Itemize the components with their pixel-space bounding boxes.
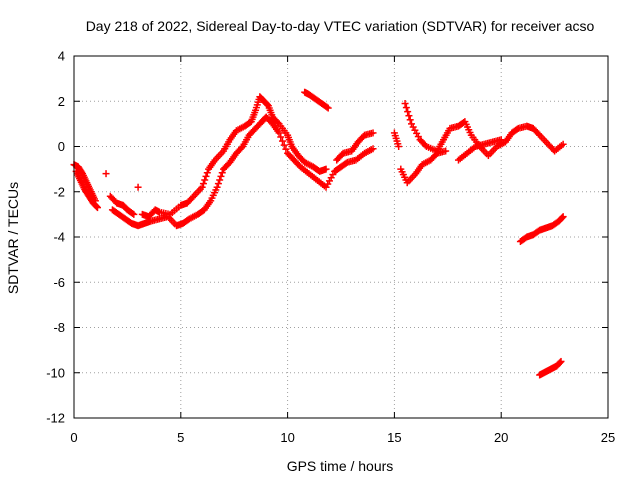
x-tick-label: 10	[280, 430, 294, 445]
data-point	[369, 129, 377, 137]
data-point	[214, 180, 222, 188]
data-point	[102, 170, 110, 178]
data-point	[322, 165, 330, 173]
y-tick-label: -8	[53, 320, 65, 335]
y-tick-label: -6	[53, 275, 65, 290]
data-point	[556, 358, 564, 366]
data-point	[93, 204, 101, 212]
data-point	[274, 119, 282, 127]
grid	[74, 56, 608, 418]
data-point	[198, 183, 206, 191]
data-point	[275, 129, 283, 137]
y-tick-label: 2	[58, 94, 65, 109]
data-point	[401, 100, 409, 108]
data-point	[202, 172, 210, 180]
data-point	[558, 214, 566, 222]
data-point	[323, 103, 331, 111]
data-point	[129, 209, 137, 217]
data-point	[199, 180, 207, 188]
data-point	[277, 133, 285, 141]
data-point	[559, 213, 567, 221]
data-point	[237, 144, 245, 152]
y-tick-label: 4	[58, 49, 65, 64]
data-point	[280, 141, 288, 149]
data-point	[406, 116, 414, 124]
data-point	[369, 145, 377, 153]
x-tick-label: 20	[494, 430, 508, 445]
plot-frame	[73, 55, 609, 419]
data-point	[130, 210, 138, 218]
y-tick-label: -2	[53, 184, 65, 199]
data-point	[201, 176, 209, 184]
data-point	[217, 172, 225, 180]
data-point	[218, 169, 226, 177]
y-tick-label: 0	[58, 139, 65, 154]
y-tick-label: -4	[53, 230, 65, 245]
data-point	[402, 104, 410, 112]
data-point	[324, 104, 332, 112]
chart-title: Day 218 of 2022, Sidereal Day-to-day VTE…	[86, 18, 595, 34]
data-point	[213, 183, 221, 191]
x-tick-label: 0	[70, 430, 77, 445]
data-point	[497, 136, 505, 144]
x-tick-label: 15	[387, 430, 401, 445]
data-points	[70, 88, 567, 379]
data-point	[405, 112, 413, 120]
data-point	[282, 145, 290, 153]
x-tick-label: 25	[601, 430, 615, 445]
data-point	[559, 140, 567, 148]
data-point	[557, 357, 565, 365]
x-tick-label: 5	[177, 430, 184, 445]
data-point	[203, 169, 211, 177]
ticks: 0 5 10 15 20 25 -12 -10 -8 -6 -4 -2 0 2 4	[46, 49, 615, 446]
data-point	[404, 108, 412, 116]
data-point	[93, 203, 101, 211]
y-tick-label: -10	[46, 365, 65, 380]
data-point	[216, 176, 224, 184]
y-axis-label: SDTVAR / TECUs	[5, 182, 21, 294]
data-point	[278, 137, 286, 145]
y-tick-label: -12	[46, 411, 65, 426]
x-axis-label: GPS time / hours	[287, 458, 394, 474]
data-point	[134, 183, 142, 191]
data-point	[442, 147, 450, 155]
data-point	[395, 143, 403, 150]
